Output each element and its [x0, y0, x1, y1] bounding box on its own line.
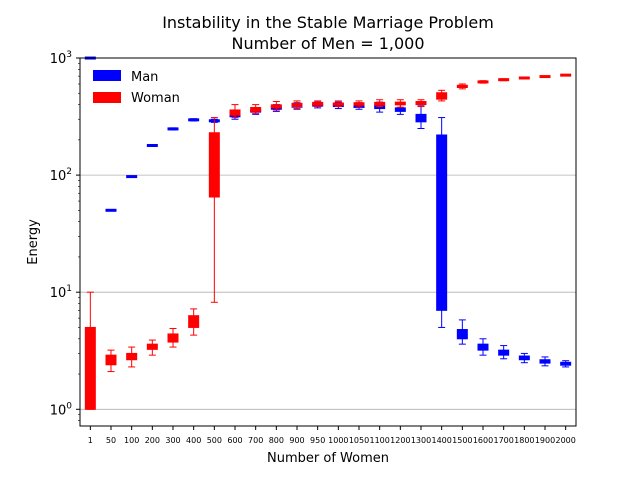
x-tick-label: 1200 [390, 436, 410, 445]
x-tick-label: 1900 [535, 436, 555, 445]
x-axis-label: Number of Women [267, 451, 389, 466]
x-tick-label: 400 [186, 436, 201, 445]
y-tick-label: 103 [50, 50, 72, 67]
x-tick-label: 900 [289, 436, 304, 445]
x-tick-label: 1000 [328, 436, 348, 445]
woman-box [167, 333, 179, 343]
x-tick-label: 1300 [411, 436, 431, 445]
man-box [436, 134, 448, 311]
x-tick-label: 800 [269, 436, 284, 445]
woman-box [208, 132, 220, 198]
x-tick-label: 1400 [431, 436, 451, 445]
x-tick-label: 200 [145, 436, 160, 445]
x-tick-label: 50 [106, 436, 116, 445]
x-tick-label: 1800 [514, 436, 534, 445]
grid [80, 174, 576, 410]
y-axis: 100 101 102 103 [50, 50, 80, 421]
x-tick-label: 100 [124, 436, 139, 445]
legend-label-woman: Woman [131, 91, 180, 106]
y-tick-label: 100 [50, 401, 73, 418]
x-tick-label: 1600 [473, 436, 493, 445]
x-tick-label: 1 [88, 436, 93, 445]
plot-area [84, 56, 572, 410]
y-tick-label: 102 [50, 167, 72, 184]
x-tick-label: 700 [248, 436, 263, 445]
legend: Man Woman [93, 70, 180, 106]
man-box [498, 349, 510, 356]
x-tick-label: 1050 [349, 436, 369, 445]
x-tick-label: 500 [207, 436, 222, 445]
chart-subtitle: Number of Men = 1,000 [231, 34, 424, 53]
woman-box [84, 326, 96, 410]
chart-title: Instability in the Stable Marriage Probl… [162, 13, 494, 32]
x-tick-label: 1500 [452, 436, 472, 445]
x-tick-label: 2000 [555, 436, 575, 445]
x-tick-label: 1700 [493, 436, 513, 445]
x-tick-label: 1100 [369, 436, 389, 445]
legend-label-man: Man [131, 70, 158, 85]
x-tick-label: 300 [165, 436, 180, 445]
legend-swatch-woman [93, 92, 121, 103]
legend-swatch-man [93, 70, 121, 81]
x-tick-label: 950 [310, 436, 325, 445]
x-tick-label: 600 [227, 436, 242, 445]
axes-frame [79, 57, 577, 427]
woman-box [105, 354, 117, 366]
x-axis: 1 50 100 200 300 400 500 600 700 800 900 950 1000 105… [88, 426, 576, 445]
y-axis-label: Energy [26, 219, 41, 265]
y-tick-label: 101 [50, 284, 72, 301]
